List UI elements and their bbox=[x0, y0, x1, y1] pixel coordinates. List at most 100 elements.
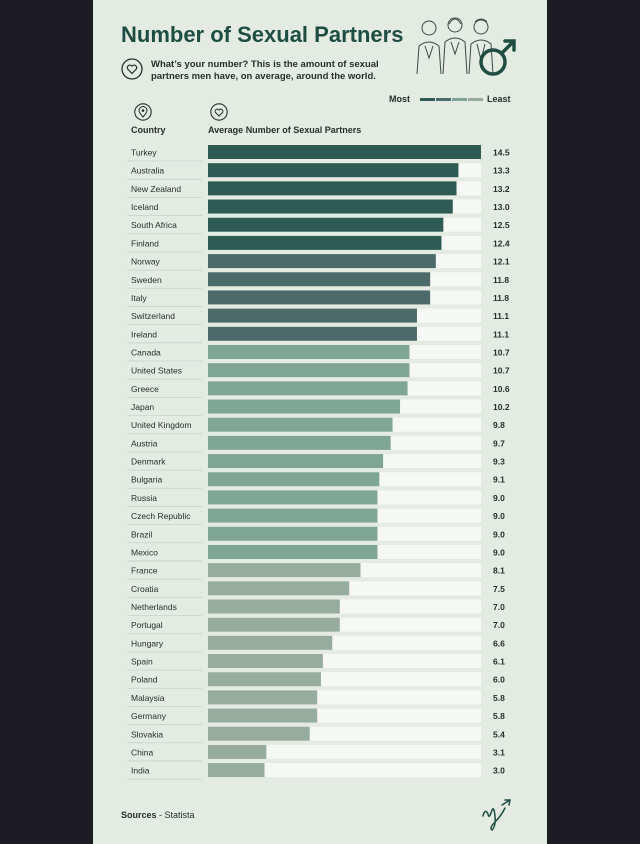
value-label: 9.0 bbox=[493, 511, 505, 521]
value-label: 5.8 bbox=[493, 711, 505, 721]
bar bbox=[208, 145, 481, 159]
value-label: 10.6 bbox=[493, 384, 510, 394]
value-label: 7.0 bbox=[493, 620, 505, 630]
value-label: 9.7 bbox=[493, 438, 505, 448]
chart-row: Canada 10.7 bbox=[127, 344, 510, 362]
location-pin-icon bbox=[134, 103, 152, 121]
chart-row: Iceland 13.0 bbox=[127, 199, 510, 216]
chart-row: Bulgaria 9.1 bbox=[127, 472, 505, 489]
bar bbox=[208, 199, 453, 214]
legend-swatch-mid bbox=[452, 98, 467, 101]
bar-chart: Turkey 14.5 Australia 13.3 New Zealand 13.2 Ic… bbox=[127, 145, 510, 780]
category-label: South Africa bbox=[131, 220, 177, 230]
chart-row: Austria 9.7 bbox=[127, 435, 505, 453]
bar bbox=[208, 708, 318, 723]
bar bbox=[208, 254, 436, 269]
bar bbox=[208, 435, 391, 450]
heart-icon bbox=[121, 58, 143, 80]
legend-swatch-high bbox=[436, 98, 451, 101]
value-label: 8.1 bbox=[493, 566, 505, 576]
bar bbox=[208, 235, 442, 250]
bar bbox=[208, 381, 408, 396]
chart-row: Portugal 7.0 bbox=[127, 617, 505, 635]
category-label: Hungary bbox=[131, 638, 164, 648]
value-label: 5.4 bbox=[493, 729, 505, 739]
category-label: Australia bbox=[131, 166, 164, 176]
value-label: 13.3 bbox=[493, 166, 510, 176]
chart-row: New Zealand 13.2 bbox=[127, 181, 510, 198]
value-label: 13.0 bbox=[493, 202, 510, 212]
category-label: Czech Republic bbox=[131, 511, 191, 521]
bar bbox=[208, 508, 378, 523]
chart-row: United States 10.7 bbox=[127, 363, 510, 380]
chart-row: Russia 9.0 bbox=[127, 490, 505, 507]
category-label: Portugal bbox=[131, 620, 163, 630]
bar bbox=[208, 617, 340, 632]
value-label: 9.1 bbox=[493, 475, 505, 485]
category-label: Mexico bbox=[131, 547, 158, 557]
category-label: United Kingdom bbox=[131, 420, 191, 430]
bar bbox=[208, 672, 321, 687]
chart-row: Malaysia 5.8 bbox=[127, 690, 505, 707]
chart-row: Netherlands 7.0 bbox=[127, 599, 505, 616]
male-symbol-icon bbox=[479, 39, 516, 76]
value-label: 12.5 bbox=[493, 220, 510, 230]
bar bbox=[208, 399, 401, 414]
category-label: Norway bbox=[131, 257, 161, 267]
category-label: Turkey bbox=[131, 148, 157, 158]
chart-row: Mexico 9.0 bbox=[127, 544, 505, 562]
category-label: New Zealand bbox=[131, 184, 181, 194]
chart-row: Croatia 7.5 bbox=[127, 581, 505, 598]
chart-row: Czech Republic 9.0 bbox=[127, 508, 505, 525]
category-label: Slovakia bbox=[131, 729, 163, 739]
bar bbox=[208, 581, 350, 596]
bar-track bbox=[208, 744, 481, 759]
bar bbox=[208, 163, 459, 178]
value-label: 6.6 bbox=[493, 638, 505, 648]
bar bbox=[208, 454, 384, 469]
category-label: Iceland bbox=[131, 202, 159, 212]
value-label: 3.0 bbox=[493, 766, 505, 776]
category-label: Netherlands bbox=[131, 602, 177, 612]
bar bbox=[208, 290, 431, 305]
bar bbox=[208, 744, 267, 759]
category-label: Spain bbox=[131, 657, 153, 667]
value-label: 10.2 bbox=[493, 402, 510, 412]
category-label: United States bbox=[131, 366, 182, 376]
chart-row: Germany 5.8 bbox=[127, 708, 505, 725]
chart-row: Slovakia 5.4 bbox=[127, 726, 505, 744]
category-label: Bulgaria bbox=[131, 475, 162, 485]
average-column-header: Average Number of Sexual Partners bbox=[208, 125, 362, 135]
bar bbox=[208, 217, 444, 232]
bar bbox=[208, 344, 410, 359]
chart-row: Hungary 6.6 bbox=[127, 635, 505, 653]
value-label: 6.0 bbox=[493, 675, 505, 685]
bar bbox=[208, 763, 265, 778]
chart-row: United Kingdom 9.8 bbox=[127, 417, 505, 435]
category-label: Finland bbox=[131, 238, 159, 248]
chart-row: South Africa 12.5 bbox=[127, 217, 510, 235]
country-column-header: Country bbox=[131, 125, 166, 135]
category-label: Switzerland bbox=[131, 311, 175, 321]
category-label: Greece bbox=[131, 384, 159, 394]
chart-row: Japan 10.2 bbox=[127, 399, 510, 416]
bar bbox=[208, 308, 417, 323]
category-label: Brazil bbox=[131, 529, 152, 539]
chart-row: Sweden 11.8 bbox=[127, 272, 509, 289]
category-label: Sweden bbox=[131, 275, 162, 285]
bar bbox=[208, 181, 457, 196]
subtitle: What’s your number? This is the amount o… bbox=[151, 59, 379, 82]
chart-row: Denmark 9.3 bbox=[127, 454, 505, 471]
chart-row: Turkey 14.5 bbox=[127, 145, 510, 162]
value-label: 11.8 bbox=[493, 275, 509, 285]
legend-most-label: Most bbox=[389, 94, 410, 104]
legend-swatch-low bbox=[468, 98, 483, 101]
bar bbox=[208, 526, 378, 541]
value-label: 6.1 bbox=[493, 657, 505, 667]
value-label: 5.8 bbox=[493, 693, 505, 703]
category-label: Poland bbox=[131, 675, 158, 685]
category-label: Italy bbox=[131, 293, 147, 303]
category-label: Malaysia bbox=[131, 693, 165, 703]
value-label: 9.0 bbox=[493, 529, 505, 539]
category-label: Ireland bbox=[131, 329, 157, 339]
